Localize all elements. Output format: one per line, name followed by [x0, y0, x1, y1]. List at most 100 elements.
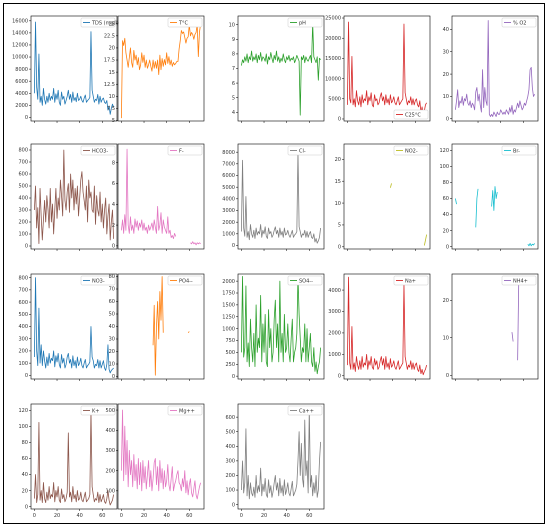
y-tick-label: 0 [446, 116, 449, 122]
y-tick-label: 3000 [328, 309, 341, 315]
y-tick-label: 1000 [222, 232, 235, 238]
y-tick-label: 500 [18, 312, 28, 318]
y-tick-label: 200 [105, 468, 115, 474]
y-tick-label: 20000 [325, 36, 341, 42]
y-tick-label: 4 [112, 202, 115, 208]
series-line [511, 279, 520, 361]
y-tick-label: 2 [112, 223, 115, 229]
axes-box [451, 15, 539, 122]
y-tick-label: 5 [232, 95, 235, 101]
y-tick-label: 8000 [222, 150, 235, 156]
y-tick-label: 10 [335, 201, 341, 207]
y-tick-label: 10000 [12, 55, 28, 61]
y-tick-label: 4000 [328, 288, 341, 294]
y-tick-label: 500 [18, 184, 28, 190]
series-line [240, 407, 322, 500]
series-line [346, 276, 427, 376]
legend-box [501, 17, 537, 28]
legend-box [167, 145, 203, 156]
series-line [454, 20, 535, 117]
y-tick-label: 120 [18, 408, 28, 414]
legend-box [287, 405, 323, 416]
series-line [346, 21, 427, 116]
y-tick-label: 8000 [15, 67, 28, 73]
y-tick-label: 800 [18, 275, 28, 281]
y-tick-label: 0 [446, 373, 449, 379]
y-tick-label: 12.5 [104, 82, 115, 88]
series-line [33, 277, 114, 374]
axes-box [117, 273, 205, 380]
y-tick-label: 4 [232, 110, 235, 116]
y-tick-label: 5000 [328, 96, 341, 102]
y-tick-label: 40 [109, 324, 115, 330]
legend-label: Ca++ [299, 408, 314, 414]
subplot-1: 5 7.5 10 12.5 15 17.5 20 22.5 25 T°C [104, 15, 205, 124]
y-tick-label: 200 [18, 349, 28, 355]
y-tick-label: 10 [443, 94, 449, 100]
legend-label: Na+ [405, 278, 416, 284]
y-tick-label: 0 [25, 115, 28, 121]
x-tick-label: 0 [240, 513, 243, 519]
y-tick-label: 6 [112, 181, 115, 187]
legend-box [167, 17, 203, 28]
y-tick-label: 17.5 [104, 58, 115, 64]
y-tick-label: 100 [18, 361, 28, 367]
subplot-14: 0 10 20 NH4+ [443, 273, 539, 381]
y-tick-label: 20 [443, 298, 449, 304]
y-tick-label: 700 [18, 288, 28, 294]
y-tick-label: 50 [109, 312, 115, 318]
y-tick-label: 2000 [222, 279, 235, 285]
legend-label: NH4+ [513, 278, 528, 284]
y-tick-label: 0 [446, 244, 449, 250]
y-tick-label: 0 [232, 243, 235, 249]
y-tick-label: 14000 [12, 31, 28, 37]
x-tick-label: 40 [76, 513, 82, 519]
axes-box [117, 15, 205, 122]
axes-box [30, 403, 118, 510]
subplot-6: 0 2 4 6 8 F- [112, 143, 205, 251]
legend-box [167, 405, 203, 416]
x-tick-label: 20 [261, 513, 267, 519]
y-tick-label: 30 [109, 337, 115, 343]
y-tick-label: 2000 [15, 103, 28, 109]
y-tick-label: 1000 [328, 352, 341, 358]
y-tick-label: 6000 [15, 79, 28, 85]
y-tick-label: 10 [229, 22, 235, 28]
y-tick-label: 400 [18, 324, 28, 330]
y-tick-label: 20 [109, 349, 115, 355]
y-tick-label: 25000 [325, 16, 341, 22]
axes-box [237, 273, 325, 380]
legend-box [393, 145, 429, 156]
y-tick-label: 0 [338, 373, 341, 379]
legend-label: Br- [513, 148, 520, 154]
y-tick-label: 7.5 [107, 106, 115, 112]
legend-label: SO4-- [299, 278, 313, 284]
series-line [240, 275, 322, 375]
y-tick-label: 1250 [222, 314, 235, 320]
subplot-16: 100 200 300 400 500 0 20 40 60 Mg++ [105, 403, 205, 519]
y-tick-label: 2000 [222, 220, 235, 226]
y-tick-label: 70 [109, 287, 115, 293]
y-tick-label: 0 [338, 245, 341, 251]
y-tick-label: 0 [232, 374, 235, 380]
legend-label: Cl- [299, 148, 306, 154]
axes-box [343, 143, 431, 250]
subplot-0: 0 2000 4000 6000 8000 10000 12000 14000 16000 TDS… [12, 15, 119, 123]
series-line [33, 149, 115, 244]
y-tick-label: 300 [18, 208, 28, 214]
y-tick-label: 40 [443, 212, 449, 218]
y-tick-label: 0 [232, 502, 235, 508]
y-tick-label: 80 [443, 180, 449, 186]
x-tick-label: 60 [186, 513, 192, 519]
y-tick-label: 100 [439, 164, 449, 170]
subplot-8: 0 5 10 15 20 NO2- [335, 143, 431, 251]
y-tick-label: 6000 [222, 173, 235, 179]
legend-label: Mg++ [179, 408, 195, 414]
legend-box [501, 145, 537, 156]
legend-label: TDS (mg/l) [91, 20, 119, 26]
y-tick-label: 12000 [12, 43, 28, 49]
y-tick-label: 300 [18, 336, 28, 342]
x-tick-label: 60 [99, 513, 105, 519]
y-tick-label: 15000 [325, 56, 341, 62]
y-tick-label: 7 [232, 66, 235, 72]
